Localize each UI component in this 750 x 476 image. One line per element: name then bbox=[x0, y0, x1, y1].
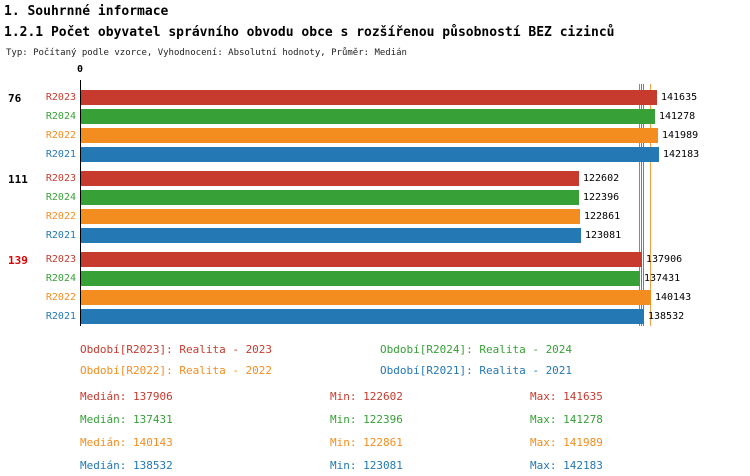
series-row-label-R2024: R2024 bbox=[45, 273, 76, 284]
stat-min-R2024: Min: 122396 bbox=[330, 413, 403, 426]
median-line-R2023 bbox=[641, 84, 642, 326]
stat-median-R2023: Medián: 137906 bbox=[80, 390, 173, 403]
bar-value-label: 122602 bbox=[583, 173, 620, 184]
bar-R2022 bbox=[81, 290, 651, 305]
bar-R2023 bbox=[81, 252, 642, 267]
bar-value-label: 122396 bbox=[583, 192, 620, 203]
bar-value-label: 123081 bbox=[585, 230, 622, 241]
stat-max-R2023: Max: 141635 bbox=[530, 390, 603, 403]
bar-value-label: 137431 bbox=[644, 273, 681, 284]
bar-R2021 bbox=[81, 309, 644, 324]
series-row-label-R2023: R2023 bbox=[45, 173, 76, 184]
stat-min-R2023: Min: 122602 bbox=[330, 390, 403, 403]
chart-meta: Typ: Počítaný podle vzorce, Vyhodnocení:… bbox=[6, 48, 407, 58]
bar-value-label: 137906 bbox=[646, 254, 683, 265]
bar-R2023 bbox=[81, 90, 657, 105]
series-row-label-R2022: R2022 bbox=[45, 211, 76, 222]
bar-R2021 bbox=[81, 228, 581, 243]
axis-origin-label: 0 bbox=[77, 64, 84, 75]
bar-R2023 bbox=[81, 171, 579, 186]
bar-value-label: 122861 bbox=[584, 211, 621, 222]
median-line-R2021 bbox=[643, 84, 644, 326]
legend-item-R2023: Období[R2023]: Realita - 2023 bbox=[80, 343, 273, 356]
bar-value-label: 141635 bbox=[661, 92, 698, 103]
stat-median-R2022: Medián: 140143 bbox=[80, 436, 173, 449]
bar-R2022 bbox=[81, 128, 658, 143]
page-title: 1. Souhrnné informace bbox=[4, 4, 169, 19]
bar-value-label: 138532 bbox=[648, 311, 685, 322]
series-row-label-R2021: R2021 bbox=[45, 230, 76, 241]
group-label: 76 bbox=[8, 92, 22, 105]
bar-R2024 bbox=[81, 109, 655, 124]
series-row-label-R2021: R2021 bbox=[45, 311, 76, 322]
legend-item-R2022: Období[R2022]: Realita - 2022 bbox=[80, 364, 273, 377]
bar-value-label: 141989 bbox=[662, 130, 699, 141]
chart-title: 1.2.1 Počet obyvatel správního obvodu ob… bbox=[4, 25, 615, 40]
series-row-label-R2022: R2022 bbox=[45, 292, 76, 303]
series-row-label-R2022: R2022 bbox=[45, 130, 76, 141]
stat-max-R2024: Max: 141278 bbox=[530, 413, 603, 426]
bar-R2024 bbox=[81, 190, 579, 205]
stat-max-R2021: Max: 142183 bbox=[530, 459, 603, 472]
bar-R2021 bbox=[81, 147, 659, 162]
series-row-label-R2021: R2021 bbox=[45, 149, 76, 160]
legend-item-R2024: Období[R2024]: Realita - 2024 bbox=[380, 343, 573, 356]
series-row-label-R2023: R2023 bbox=[45, 254, 76, 265]
series-row-label-R2024: R2024 bbox=[45, 111, 76, 122]
bar-value-label: 140143 bbox=[655, 292, 692, 303]
median-line-R2024 bbox=[639, 84, 640, 326]
series-row-label-R2023: R2023 bbox=[45, 92, 76, 103]
bar-value-label: 141278 bbox=[659, 111, 696, 122]
group-label: 139 bbox=[8, 254, 28, 267]
bar-R2024 bbox=[81, 271, 640, 286]
legend-item-R2021: Období[R2021]: Realita - 2021 bbox=[380, 364, 573, 377]
y-axis-line bbox=[80, 80, 81, 326]
stat-min-R2022: Min: 122861 bbox=[330, 436, 403, 449]
group-label: 111 bbox=[8, 173, 28, 186]
stat-max-R2022: Max: 141989 bbox=[530, 436, 603, 449]
stat-median-R2024: Medián: 137431 bbox=[80, 413, 173, 426]
stat-min-R2021: Min: 123081 bbox=[330, 459, 403, 472]
series-row-label-R2024: R2024 bbox=[45, 192, 76, 203]
bar-value-label: 142183 bbox=[663, 149, 700, 160]
median-line-R2022 bbox=[650, 84, 651, 326]
bar-R2022 bbox=[81, 209, 580, 224]
stat-median-R2021: Medián: 138532 bbox=[80, 459, 173, 472]
